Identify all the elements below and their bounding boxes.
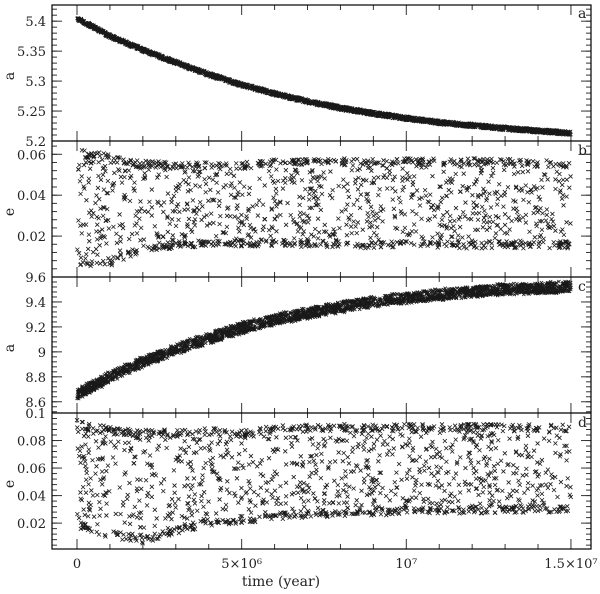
panel-letter-a: a [578, 6, 586, 22]
x-axis-title: time (year) [242, 574, 320, 590]
x-tick-label: 5×10⁶ [221, 557, 262, 572]
x-tick-label: 1.5×10⁷ [544, 557, 597, 572]
panel-c-ytick-label: 9 [38, 346, 46, 361]
panel-a-ytick-label: 5.3 [25, 75, 46, 90]
panel-a-ytick-label: 5.4 [25, 15, 46, 30]
panel-d-ytick-label: 0.06 [17, 462, 46, 477]
panel-letter-b: b [578, 143, 587, 159]
panel-b-ytick-label: 0.06 [17, 148, 46, 163]
panel-letter-c: c [578, 279, 586, 295]
panel-a-ytick-label: 5.25 [17, 105, 46, 120]
panel-d-top-label: 0.1 [25, 407, 46, 422]
panel-a-ylabel: a [2, 72, 18, 80]
panel-c-top-label: 9.6 [25, 271, 46, 286]
panel-a-ytick-label: 5.35 [17, 45, 46, 60]
panel-c-ytick-label: 8.8 [25, 371, 46, 386]
panel-c-ytick-label: 9.2 [25, 321, 46, 336]
panel-b-points [75, 148, 572, 268]
panel-c-ylabel: a [2, 344, 18, 352]
panel-b-ytick-label: 0.04 [17, 189, 46, 204]
panel-c-points [76, 280, 573, 400]
panel-d-ylabel: e [2, 480, 18, 488]
x-tick-label: 0 [73, 557, 81, 572]
data-points [75, 16, 573, 545]
panel-d-ytick-label: 0.04 [17, 490, 46, 505]
panel-d-points [75, 418, 573, 545]
panel-b-ylabel: e [2, 208, 18, 216]
panel-d-ytick-label: 0.08 [17, 435, 46, 450]
panel-c-ytick-label: 9.4 [25, 296, 46, 311]
panel-letter-d: d [578, 415, 587, 431]
x-tick-label: 10⁷ [395, 557, 417, 572]
panel-b-ytick-label: 0.02 [17, 230, 46, 245]
panel-d-ytick-label: 0.02 [17, 517, 46, 532]
panel-a-points [75, 16, 572, 136]
